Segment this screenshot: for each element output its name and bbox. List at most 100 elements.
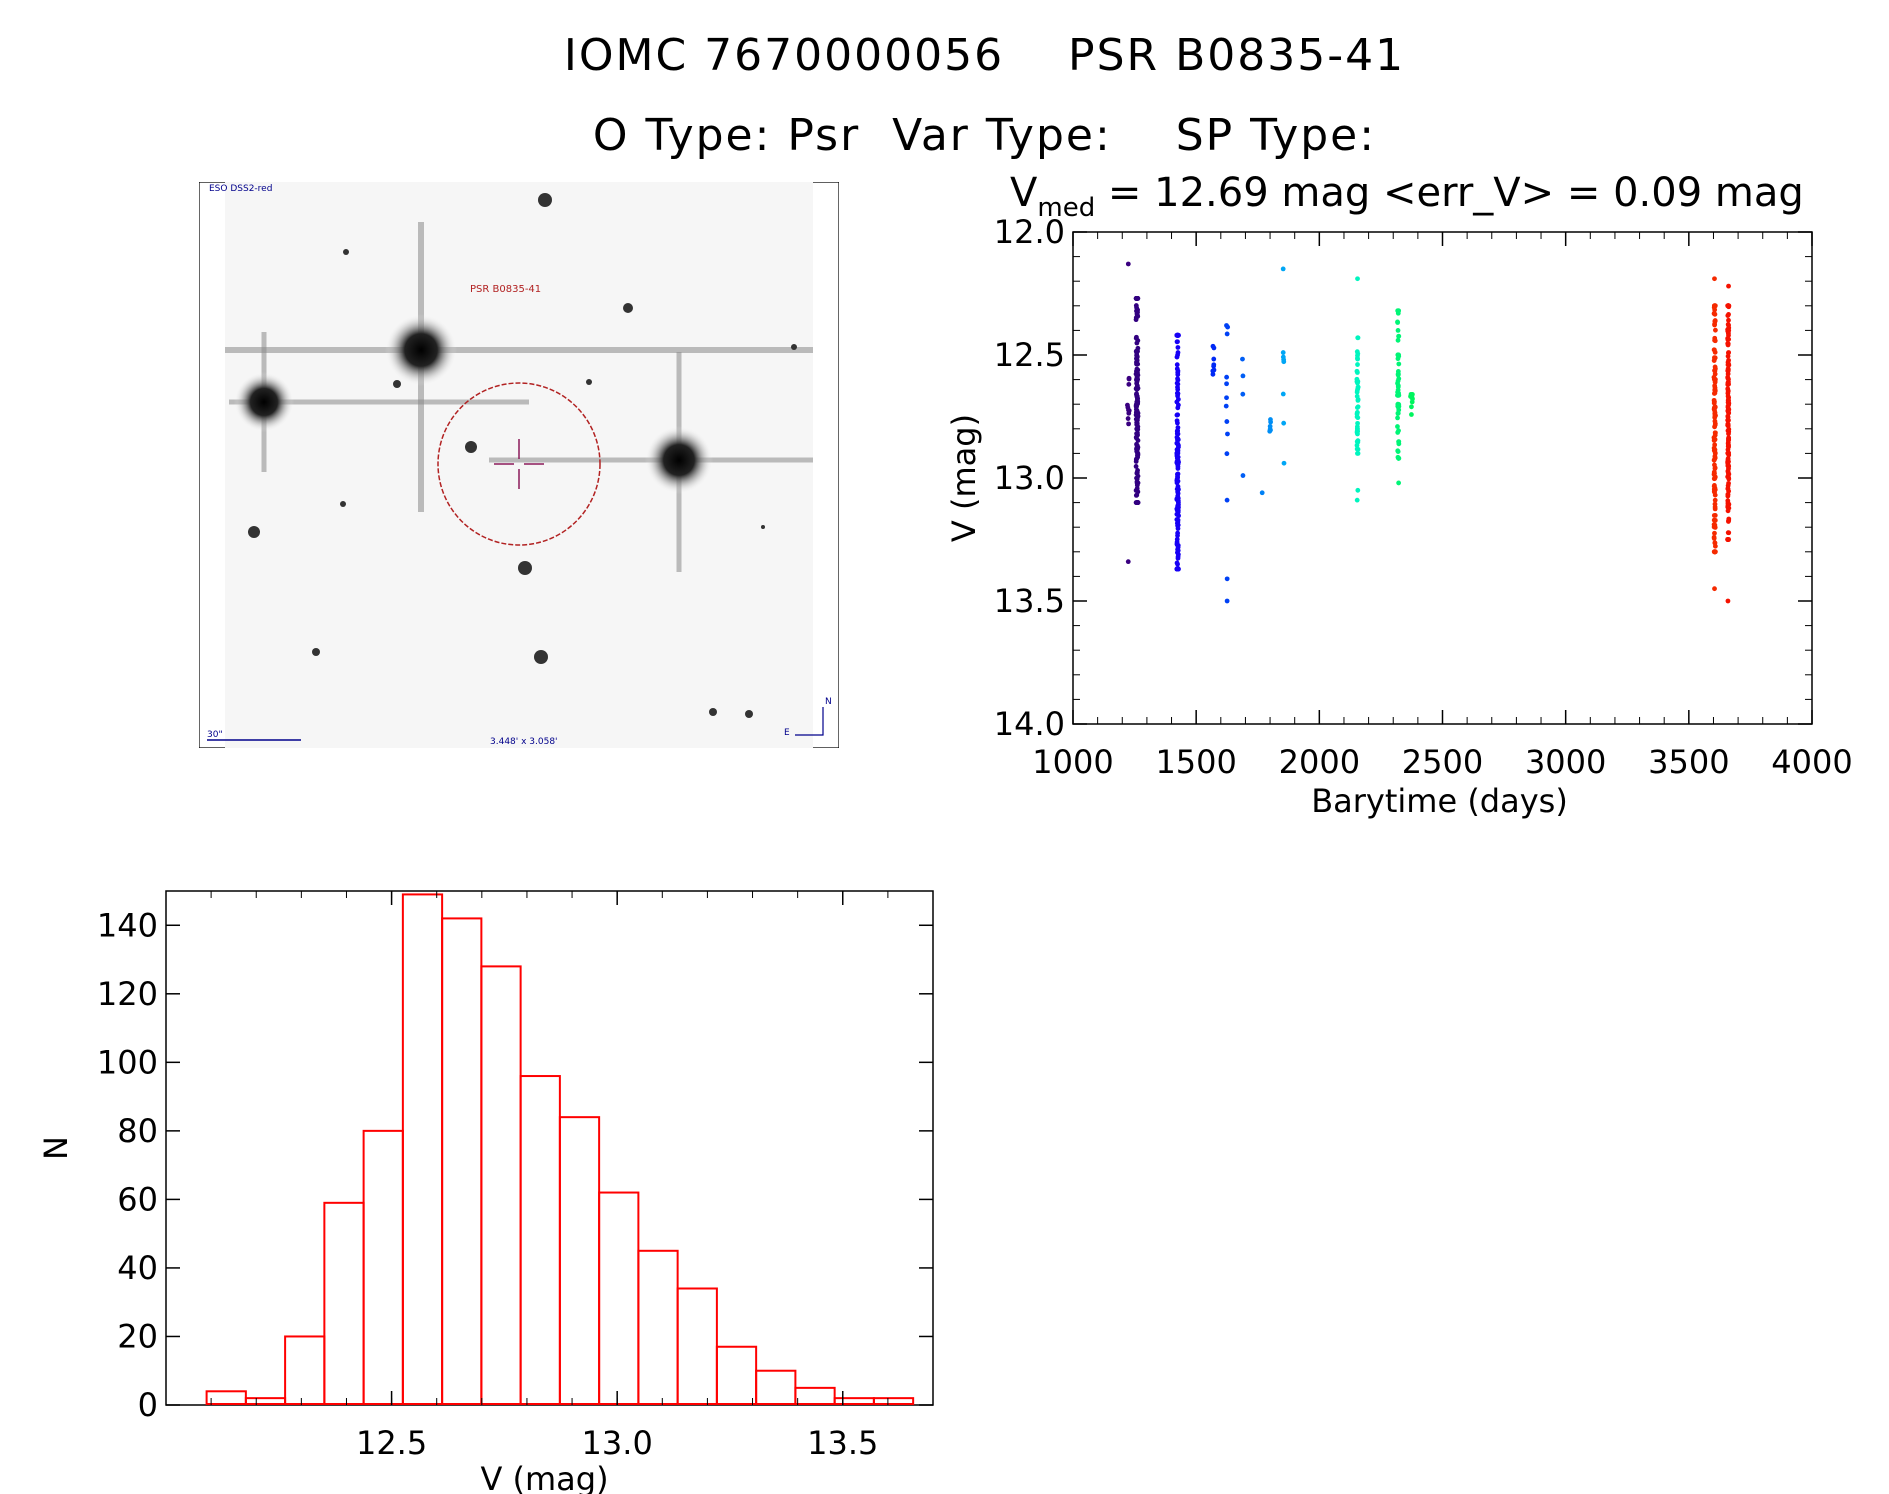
lc-data-point bbox=[1134, 334, 1139, 340]
lc-data-point bbox=[1134, 375, 1140, 381]
lc-data-point bbox=[1174, 362, 1180, 368]
lc-data-point bbox=[1355, 487, 1361, 493]
hist-x-tick-label: 12.5 bbox=[356, 1424, 427, 1462]
lc-data-point bbox=[1396, 455, 1402, 461]
lc-y-axis-label: V (mag) bbox=[945, 414, 983, 542]
hist-bar bbox=[284, 1335, 326, 1406]
lc-data-point bbox=[1712, 276, 1717, 282]
hist-bar bbox=[323, 1201, 365, 1405]
lc-data-point bbox=[1211, 356, 1217, 362]
lc-data-point bbox=[1355, 362, 1360, 367]
lc-data-point bbox=[1354, 442, 1360, 448]
lc-data-point bbox=[1133, 386, 1139, 392]
lc-data-point bbox=[1726, 518, 1732, 523]
size-label: 3.448' x 3.058' bbox=[490, 737, 558, 747]
lc-data-point bbox=[1355, 380, 1360, 386]
lc-data-point bbox=[1355, 351, 1361, 357]
lc-data-point bbox=[1354, 410, 1360, 416]
lc-data-point bbox=[1354, 414, 1360, 420]
lc-data-point bbox=[1726, 530, 1732, 536]
lc-y-tick-label: 12.5 bbox=[994, 336, 1065, 374]
lc-data-point bbox=[1354, 439, 1360, 444]
lc-data-point bbox=[1395, 448, 1401, 454]
lc-data-point bbox=[1712, 390, 1718, 396]
lc-data-point bbox=[1712, 337, 1717, 343]
chart-title-line1: IOMC 7670000056 PSR B0835-41 bbox=[563, 30, 1406, 81]
lc-data-point bbox=[1395, 424, 1400, 429]
lc-data-point bbox=[1712, 450, 1718, 456]
lc-data-point bbox=[1712, 356, 1718, 362]
lc-data-point bbox=[1225, 431, 1230, 437]
lc-data-point bbox=[1175, 412, 1181, 418]
lc-data-point bbox=[1175, 370, 1181, 376]
lc-data-point bbox=[1726, 350, 1732, 355]
survey-label: ESO DSS2-red bbox=[209, 184, 272, 194]
lc-data-point bbox=[1224, 576, 1230, 582]
lc-data-point bbox=[1280, 266, 1286, 272]
lc-x-tick-label: 2000 bbox=[1279, 743, 1360, 781]
lc-data-point bbox=[1175, 517, 1181, 523]
lc-data-point bbox=[1174, 354, 1180, 360]
lc-data-point bbox=[1175, 420, 1180, 426]
lc-data-point bbox=[1395, 410, 1401, 416]
lc-data-point bbox=[1712, 349, 1718, 355]
lc-data-point bbox=[1712, 466, 1718, 471]
lc-data-point bbox=[1712, 424, 1717, 430]
lc-data-point bbox=[1134, 488, 1140, 493]
lc-data-point bbox=[1211, 345, 1217, 351]
lc-data-point bbox=[1126, 381, 1132, 387]
lc-data-point bbox=[1711, 399, 1717, 405]
lc-data-point bbox=[1355, 335, 1361, 341]
hist-bar bbox=[205, 1390, 247, 1406]
lc-data-point bbox=[1725, 397, 1731, 402]
lc-data-point bbox=[1134, 475, 1139, 481]
lc-data-point bbox=[1240, 473, 1246, 478]
lc-data-point bbox=[1240, 356, 1245, 362]
lc-data-point bbox=[1712, 378, 1718, 384]
lc-data-point bbox=[1712, 311, 1718, 317]
lc-data-point bbox=[1712, 471, 1717, 477]
lc-data-point bbox=[1224, 381, 1229, 387]
lc-data-point bbox=[1174, 366, 1180, 372]
lc-data-point bbox=[1712, 322, 1717, 328]
lc-data-point bbox=[1712, 437, 1718, 442]
lc-data-point bbox=[1280, 354, 1286, 360]
lc-data-point bbox=[1175, 561, 1180, 567]
lc-data-point bbox=[1355, 370, 1360, 375]
hist-y-tick-label: 80 bbox=[117, 1112, 158, 1150]
hist-y-tick-label: 0 bbox=[138, 1386, 158, 1424]
lc-data-point bbox=[1135, 361, 1141, 367]
lc-data-point bbox=[1396, 308, 1402, 314]
lc-data-point bbox=[1712, 456, 1717, 462]
faint-stars bbox=[248, 193, 797, 718]
lc-data-point bbox=[1280, 391, 1286, 397]
lc-data-point bbox=[1725, 457, 1731, 463]
lc-data-point bbox=[1125, 416, 1131, 421]
hist-bar bbox=[794, 1386, 836, 1406]
lc-data-point bbox=[1354, 388, 1360, 393]
lc-data-point bbox=[1175, 548, 1181, 553]
lc-data-point bbox=[1395, 380, 1400, 386]
lc-data-point bbox=[1224, 451, 1230, 457]
lc-data-point bbox=[1354, 393, 1360, 399]
lc-data-point bbox=[1175, 555, 1181, 561]
lc-data-point bbox=[1281, 420, 1287, 426]
lc-data-point bbox=[1355, 276, 1360, 282]
lc-data-point bbox=[1354, 430, 1360, 435]
lc-data-point bbox=[1712, 483, 1717, 488]
lc-x-tick-label: 2500 bbox=[1402, 743, 1483, 781]
lc-data-point bbox=[1133, 348, 1139, 354]
lc-data-point bbox=[1267, 423, 1273, 429]
lc-data-point bbox=[1726, 400, 1731, 406]
lc-data-point bbox=[1175, 462, 1181, 468]
hist-y-tick-label: 120 bbox=[97, 975, 158, 1013]
lc-points bbox=[1125, 261, 1732, 604]
lc-data-point bbox=[1175, 447, 1181, 453]
lc-data-point bbox=[1712, 504, 1718, 510]
lc-data-point bbox=[1726, 336, 1732, 342]
lc-data-point bbox=[1396, 441, 1402, 447]
lc-plot-frame bbox=[1072, 231, 1813, 725]
lc-data-point bbox=[1175, 530, 1181, 536]
hist-bar bbox=[755, 1369, 797, 1405]
lc-data-point bbox=[1355, 397, 1361, 403]
